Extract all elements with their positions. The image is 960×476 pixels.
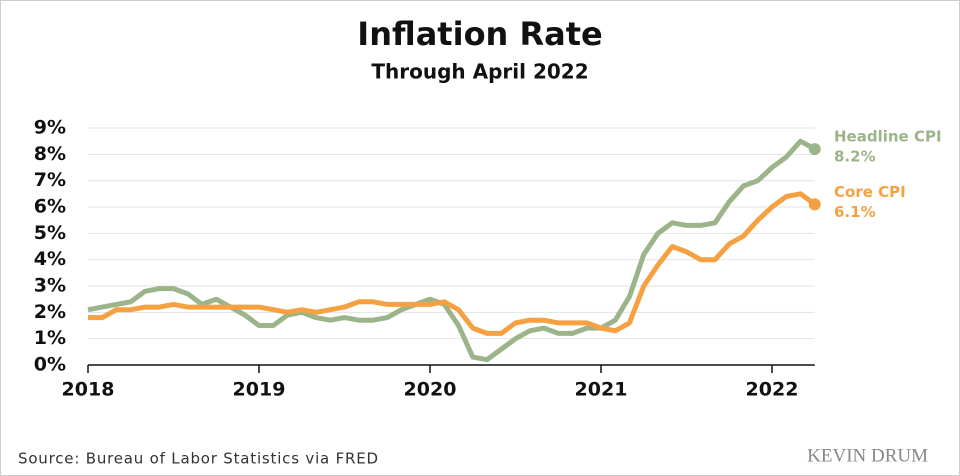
credit: KEVIN DRUM xyxy=(807,445,928,466)
chart-subtitle: Through April 2022 xyxy=(371,60,588,84)
y-tick-label: 1% xyxy=(34,327,66,349)
y-tick-label: 8% xyxy=(34,143,66,165)
y-tick-label: 0% xyxy=(34,354,66,376)
value-label: 8.2% xyxy=(834,148,876,166)
series-line xyxy=(88,191,817,336)
x-tick-label: 2022 xyxy=(746,379,799,401)
x-tick-label: 2020 xyxy=(404,379,457,401)
series-line xyxy=(87,138,817,363)
end-point xyxy=(808,143,821,156)
y-tick-label: 4% xyxy=(34,248,66,270)
x-tick-label: 2019 xyxy=(233,379,286,401)
value-label: 6.1% xyxy=(834,203,876,221)
y-tick-label: 3% xyxy=(34,275,66,297)
source-note: Source: Bureau of Labor Statistics via F… xyxy=(18,450,379,468)
y-tick-label: 2% xyxy=(34,301,66,323)
end-point xyxy=(808,198,821,211)
chart-title: Inflation Rate xyxy=(357,15,602,53)
series-label: Core CPI xyxy=(834,183,906,201)
x-tick-label: 2018 xyxy=(62,379,115,401)
series-label: Headline CPI xyxy=(834,128,942,146)
y-tick-label: 9% xyxy=(34,117,66,139)
y-tick-label: 7% xyxy=(34,169,66,191)
y-tick-label: 5% xyxy=(34,222,66,244)
y-tick-label: 6% xyxy=(34,196,66,218)
x-tick-label: 2021 xyxy=(575,379,628,401)
